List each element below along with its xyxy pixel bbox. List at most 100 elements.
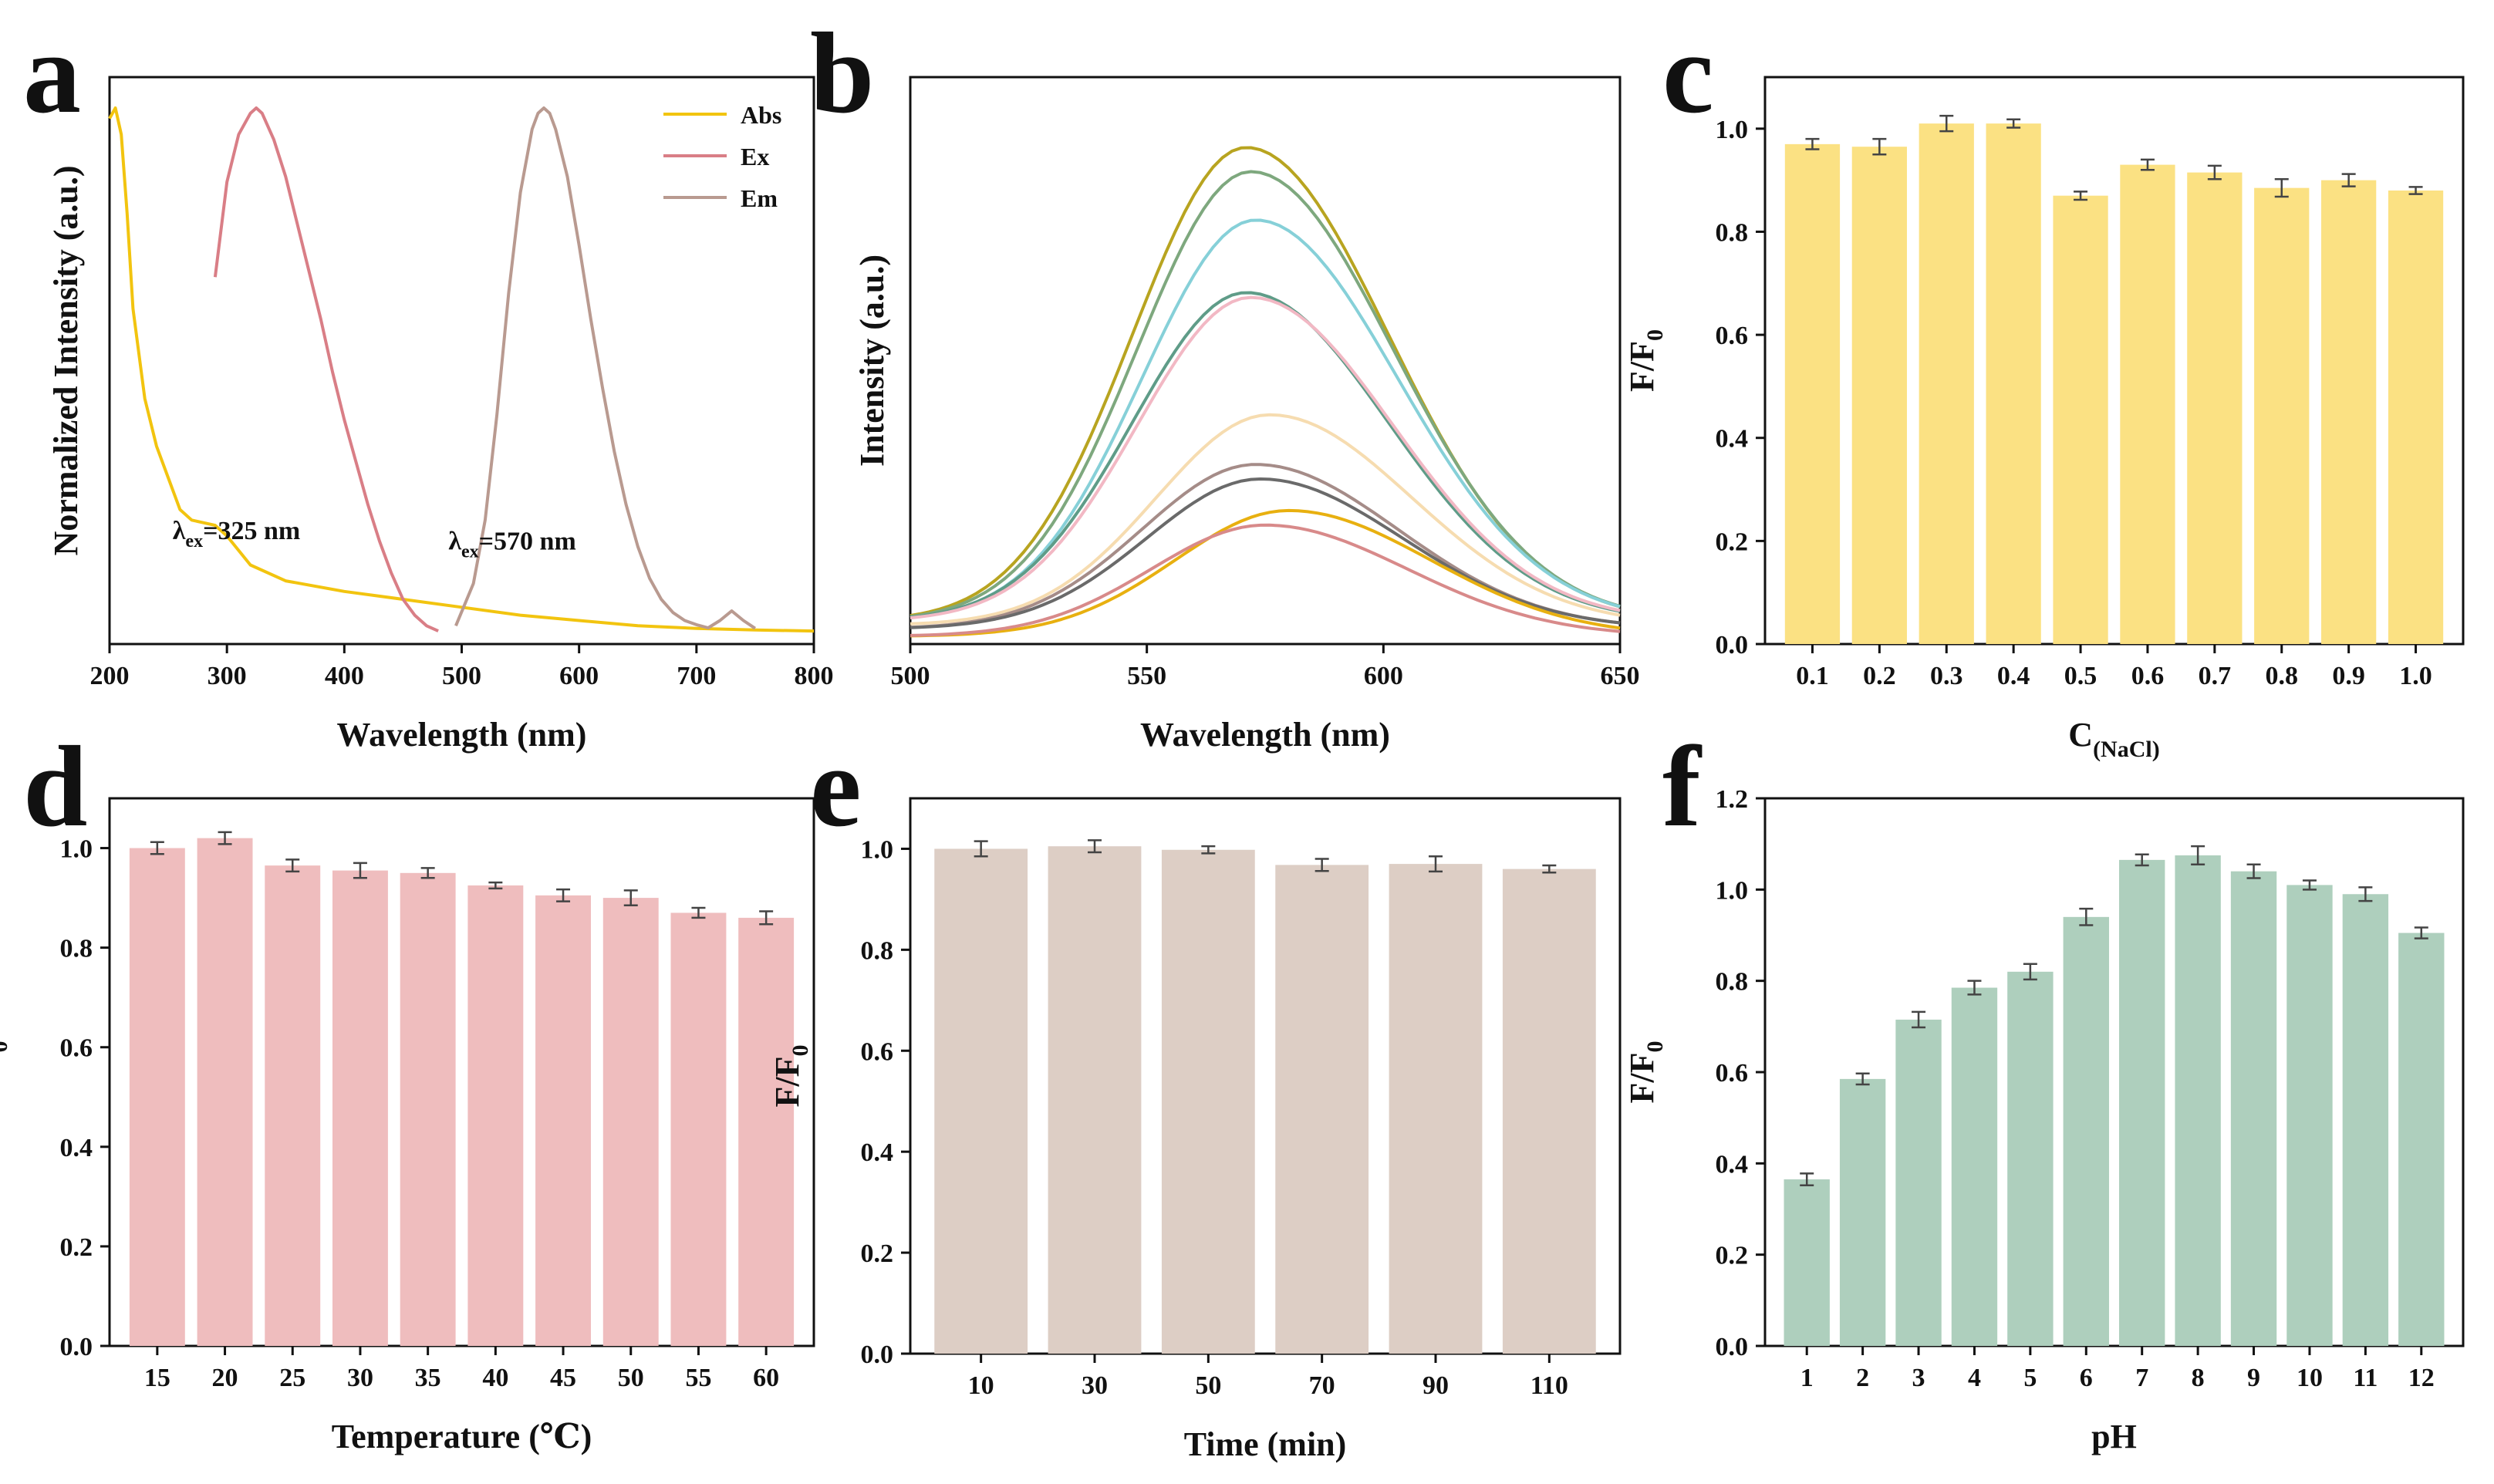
x-axis-label-text: Temperature (℃)	[332, 1418, 592, 1455]
bar-f-7	[2119, 859, 2165, 1346]
panel-label-b: b	[810, 9, 874, 137]
x-tick-label-e: 50	[1195, 1371, 1221, 1400]
plot-frame-d	[108, 797, 815, 1347]
x-tick-label-b: 600	[1364, 662, 1403, 690]
x-tick-label-d: 55	[685, 1364, 711, 1392]
y-tick-label-e: 0.4	[861, 1138, 894, 1167]
x-tick-label-f: 5	[2023, 1364, 2037, 1392]
annotation-subscript: ex	[461, 541, 479, 562]
x-tick-label-c: 0.7	[2199, 662, 2232, 690]
bar-c-0.7	[2187, 172, 2243, 644]
panel-label-c: c	[1662, 9, 1714, 137]
panel-e: e 0.0 0.2 0.4 0.6 0.8 1.0 10 30 50 70 90 110 Time (mi…	[768, 723, 1622, 1463]
x-tick-label-a: 400	[325, 662, 364, 690]
x-tick-label-f: 7	[2135, 1364, 2148, 1392]
x-tick-label-c: 1.0	[2399, 662, 2432, 690]
bar-e-70	[1275, 865, 1369, 1354]
x-tick-label-a: 700	[677, 662, 716, 690]
x-tick-label-b: 550	[1127, 662, 1166, 690]
panel-d: d 0.0 0.2 0.4 0.6 0.8 1.0 15 20 25 30 35 40 45 50 55 60 T…	[0, 723, 815, 1455]
bar-c-0.2	[1851, 147, 1907, 645]
plot-frame-c	[1763, 76, 2465, 646]
y-axis-label-text: F/F	[0, 1053, 5, 1104]
panel-b: b 500 550 600 650 Wavelength (nm) Intensity (a…	[810, 9, 1640, 754]
x-tick-label-c: 0.8	[2266, 662, 2299, 690]
emission-curve-s10	[910, 523, 1621, 637]
y-tick-label-e: 0.2	[861, 1239, 894, 1268]
y-axis-label-subscript: 0	[1642, 329, 1668, 341]
x-tick-label-d: 60	[753, 1364, 779, 1392]
series-line-ex	[213, 106, 439, 632]
bar-e-50	[1161, 849, 1255, 1354]
y-tick-label-f: 1.2	[1716, 785, 1749, 814]
y-tick-label-d: 0.6	[60, 1034, 93, 1063]
y-tick-label-c: 0.8	[1716, 218, 1749, 247]
panel-label-a: a	[23, 9, 81, 137]
y-tick-label-f: 0.8	[1716, 968, 1749, 997]
series-line-em	[454, 106, 757, 630]
bar-d-35	[400, 872, 456, 1346]
x-tick-label-a: 800	[795, 662, 834, 690]
x-tick-label-e: 30	[1082, 1371, 1108, 1400]
bar-c-0.9	[2321, 180, 2377, 645]
bar-f-11	[2342, 894, 2389, 1346]
y-tick-label-e: 0.8	[861, 936, 894, 965]
bar-c-0.4	[1986, 123, 2041, 645]
x-tick-label-f: 10	[2297, 1364, 2323, 1392]
y-tick-label-f: 1.0	[1716, 876, 1749, 905]
bar-d-20	[197, 838, 253, 1346]
annotation-a-0: λex=325 nm	[173, 517, 300, 551]
x-axis-label-subscript: (NaCl)	[2093, 737, 2160, 762]
bar-e-30	[1048, 846, 1142, 1354]
x-tick-label-f: 6	[2080, 1364, 2093, 1392]
annotation-value: =325 nm	[203, 517, 300, 545]
annotation-value: =570 nm	[479, 527, 576, 555]
x-axis-label-c: C(NaCl)	[2068, 716, 2159, 762]
y-axis-label-text: F/F	[1623, 341, 1661, 392]
panel-label-f: f	[1662, 723, 1703, 851]
panel-label-d: d	[23, 723, 87, 851]
x-tick-label-a: 200	[90, 662, 130, 690]
bar-f-10	[2286, 885, 2333, 1346]
x-tick-label-d: 15	[144, 1364, 170, 1392]
emission-curve-s6	[910, 413, 1621, 626]
x-tick-label-d: 35	[415, 1364, 441, 1392]
plot-frame-b	[909, 76, 1622, 646]
x-axis-label-a: Wavelength (nm)	[337, 716, 587, 754]
bar-f-2	[1839, 1078, 1886, 1346]
y-axis-label-c: F/F0	[1623, 329, 1668, 392]
y-tick-label-d: 0.2	[60, 1233, 93, 1262]
bar-c-0.1	[1784, 143, 1841, 644]
x-axis-label-b: Wavelength (nm)	[1140, 716, 1390, 754]
emission-curve-s8	[910, 477, 1621, 629]
panel-c: c 0.0 0.2 0.4 0.6 0.8 1.0 0.1 0.2 0.3 0.4 0.5 0.6 0.7…	[1623, 9, 2465, 762]
x-tick-label-d: 20	[212, 1364, 238, 1392]
annotation-a-1: λex=570 nm	[448, 527, 575, 562]
y-tick-label-c: 0.6	[1716, 322, 1749, 350]
y-tick-label-d: 0.4	[60, 1134, 93, 1162]
x-tick-label-a: 600	[559, 662, 599, 690]
y-tick-label-d: 0.8	[60, 935, 93, 963]
y-tick-label-e: 1.0	[861, 835, 894, 864]
bar-e-110	[1502, 868, 1596, 1354]
bar-f-6	[2063, 916, 2109, 1346]
bar-d-45	[535, 895, 592, 1346]
x-axis-label-text: C	[2068, 716, 2093, 754]
x-tick-label-c: 0.9	[2332, 662, 2365, 690]
y-axis-label-b: Intensity (a.u.)	[853, 255, 891, 467]
legend-label-abs: Abs	[741, 101, 781, 129]
emission-curve-s9	[910, 508, 1621, 638]
y-tick-label-f: 0.6	[1716, 1059, 1749, 1088]
x-axis-label-f: pH	[2091, 1418, 2137, 1455]
bar-d-50	[602, 898, 659, 1346]
y-tick-label-d: 1.0	[60, 835, 93, 864]
x-tick-label-c: 0.1	[1796, 662, 1829, 690]
bar-d-15	[129, 848, 185, 1346]
emission-curve-s4	[910, 291, 1621, 619]
annotation-subscript: ex	[185, 531, 203, 551]
x-tick-label-f: 3	[1912, 1364, 1925, 1392]
legend-label-ex: Ex	[741, 143, 769, 170]
x-tick-label-b: 500	[891, 662, 930, 690]
bar-f-3	[1895, 1019, 1942, 1346]
